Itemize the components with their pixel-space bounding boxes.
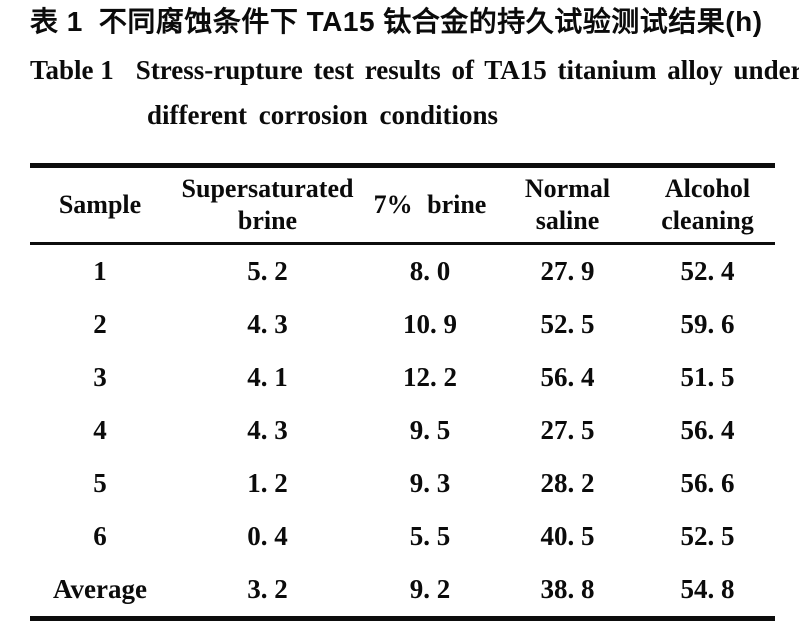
value-cell: 51. 5 bbox=[680, 362, 735, 392]
value-cell: 28. 2 bbox=[540, 468, 595, 498]
value-cell: 3. 2 bbox=[247, 574, 288, 604]
value-cell: 10. 9 bbox=[403, 309, 457, 339]
column-header-normal-saline-line1: Normal bbox=[524, 174, 611, 203]
value-cell: 52. 4 bbox=[680, 256, 735, 286]
table-top-rule bbox=[30, 163, 775, 168]
column-header-normal-saline: Normal saline bbox=[495, 173, 640, 237]
table-row: 2 4. 3 10. 9 52. 5 59. 6 bbox=[30, 298, 775, 351]
value-cell: 54. 8 bbox=[680, 574, 735, 604]
value-cell: 9. 3 bbox=[409, 468, 451, 498]
value-cell: 27. 5 bbox=[540, 415, 595, 445]
table-caption-chinese-label: 表 1 bbox=[30, 6, 83, 37]
table-caption-english-text: Stress-rupture test results of TA15 tita… bbox=[135, 55, 799, 85]
column-header-7pct-brine-text: 7% brine bbox=[373, 190, 487, 219]
table-row: 4 4. 3 9. 5 27. 5 56. 4 bbox=[30, 404, 775, 457]
value-cell: 4. 3 bbox=[247, 309, 288, 339]
value-cell: 5. 2 bbox=[247, 256, 288, 286]
value-cell: 38. 8 bbox=[540, 574, 595, 604]
value-cell: 9. 2 bbox=[409, 574, 451, 604]
value-cell: 27. 9 bbox=[540, 256, 595, 286]
table-row-average: Average 3. 2 9. 2 38. 8 54. 8 bbox=[30, 563, 775, 616]
value-cell: 0. 4 bbox=[247, 521, 288, 551]
table-row: 6 0. 4 5. 5 40. 5 52. 5 bbox=[30, 510, 775, 563]
table-caption-chinese: 表 1 不同腐蚀条件下 TA15 钛合金的持久试验测试结果(h) bbox=[30, 5, 790, 39]
value-cell: 9. 5 bbox=[409, 415, 451, 445]
value-cell: 1. 2 bbox=[247, 468, 288, 498]
table-row: 1 5. 2 8. 0 27. 9 52. 4 bbox=[30, 245, 775, 298]
column-header-alcohol-cleaning-line2: cleaning bbox=[661, 206, 754, 235]
value-cell: 8. 0 bbox=[409, 256, 451, 286]
value-cell: 4. 1 bbox=[247, 362, 288, 392]
sample-cell: 4 bbox=[93, 415, 107, 445]
table-caption-chinese-text: 不同腐蚀条件下 TA15 钛合金的持久试验测试结果(h) bbox=[98, 6, 763, 37]
table-header-row: Sample Supersaturated brine 7% brine Nor… bbox=[30, 168, 775, 242]
column-header-supersaturated-brine: Supersaturated brine bbox=[170, 173, 365, 237]
value-cell: 52. 5 bbox=[540, 309, 595, 339]
sample-cell: 2 bbox=[93, 309, 107, 339]
column-header-supersaturated-brine-line1: Supersaturated bbox=[181, 174, 354, 203]
sample-cell: 6 bbox=[93, 521, 107, 551]
value-cell: 56. 4 bbox=[680, 415, 735, 445]
value-cell: 40. 5 bbox=[540, 521, 595, 551]
sample-cell: 5 bbox=[93, 468, 107, 498]
table-bottom-rule bbox=[30, 616, 775, 621]
table-caption-english-label: Table 1 bbox=[30, 55, 114, 85]
sample-cell: 3 bbox=[93, 362, 107, 392]
column-header-sample-text: Sample bbox=[58, 190, 142, 219]
column-header-7pct-brine: 7% brine bbox=[365, 189, 495, 221]
value-cell: 56. 4 bbox=[540, 362, 595, 392]
table-row: 3 4. 1 12. 2 56. 4 51. 5 bbox=[30, 351, 775, 404]
value-cell: 59. 6 bbox=[680, 309, 735, 339]
column-header-supersaturated-brine-line2: brine bbox=[237, 206, 298, 235]
value-cell: 12. 2 bbox=[403, 362, 457, 392]
value-cell: 52. 5 bbox=[680, 521, 735, 551]
value-cell: 5. 5 bbox=[409, 521, 451, 551]
sample-cell: 1 bbox=[93, 256, 107, 286]
value-cell: 4. 3 bbox=[247, 415, 288, 445]
column-header-sample: Sample bbox=[30, 189, 170, 221]
table-caption-english-line1: Table 1 Stress-rupture test results of TA… bbox=[30, 54, 799, 87]
column-header-normal-saline-line2: saline bbox=[535, 206, 600, 235]
sample-cell: Average bbox=[53, 574, 147, 604]
table-caption-english-line2: different corrosion conditions bbox=[147, 100, 498, 130]
column-header-alcohol-cleaning: Alcohol cleaning bbox=[640, 173, 775, 237]
column-header-alcohol-cleaning-line1: Alcohol bbox=[664, 174, 751, 203]
data-table: Sample Supersaturated brine 7% brine Nor… bbox=[30, 163, 775, 621]
table-row: 5 1. 2 9. 3 28. 2 56. 6 bbox=[30, 457, 775, 510]
table-header-rule bbox=[30, 242, 775, 245]
value-cell: 56. 6 bbox=[680, 468, 735, 498]
